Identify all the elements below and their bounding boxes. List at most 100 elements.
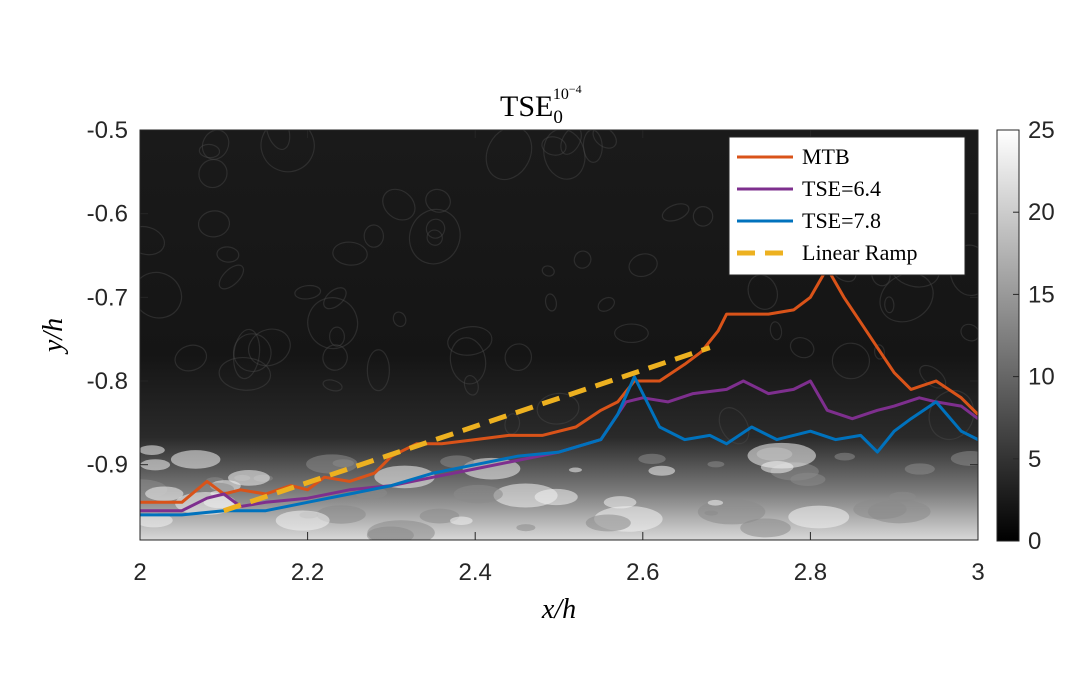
texture-blob — [367, 520, 435, 540]
series-line-mtb — [140, 266, 978, 504]
y-tick-label: -0.8 — [87, 368, 128, 395]
texture-swirl — [294, 284, 322, 300]
texture-swirl — [661, 203, 690, 222]
texture-blob — [140, 459, 171, 471]
colorbar-tick-label: 20 — [1028, 199, 1055, 226]
legend-label: TSE=6.4 — [802, 176, 881, 201]
texture-swirl — [426, 229, 443, 246]
x-tick-label: 2.6 — [626, 559, 659, 586]
texture-blob — [175, 491, 237, 515]
texture-blob — [516, 524, 536, 532]
texture-swirl — [216, 246, 240, 263]
texture-blob — [788, 505, 850, 529]
x-tick-label: 3 — [971, 559, 984, 586]
texture-swirl — [382, 188, 416, 221]
y-tick-label: -0.6 — [87, 201, 128, 228]
texture-swirl — [233, 328, 261, 380]
texture-blob — [140, 513, 173, 528]
texture-blob — [227, 470, 270, 486]
texture-swirl — [447, 326, 493, 356]
colorbar-tick-label: 10 — [1028, 364, 1055, 391]
texture-swirl — [573, 250, 592, 269]
texture-blob — [834, 452, 855, 461]
chart-title-superscript-exponent: −4 — [569, 82, 582, 96]
texture-blob — [419, 508, 460, 524]
texture-blob — [450, 516, 473, 525]
texture-blob — [140, 445, 165, 455]
plot-frame — [139, 129, 979, 541]
texture-blob — [904, 463, 935, 475]
chart-title: TSE0 10−4 — [500, 82, 582, 128]
texture-blob — [888, 491, 917, 502]
texture-swirl — [747, 274, 779, 310]
texture-blob — [747, 442, 816, 469]
colorbar-tick-label: 25 — [1028, 117, 1055, 144]
texture-swirl — [328, 326, 345, 347]
y-ticks: -0.5 -0.6 -0.7 -0.8 -0.9 — [87, 117, 978, 479]
texture-blob — [453, 484, 503, 504]
texture-swirl — [463, 374, 479, 396]
series-layer — [140, 266, 978, 517]
texture-blob — [853, 499, 907, 520]
texture-swirl — [560, 130, 582, 155]
texture-swirl — [449, 337, 487, 385]
texture-swirl — [201, 130, 230, 160]
texture-swirl — [789, 337, 815, 359]
texture-blob — [950, 451, 978, 466]
x-axis-label: x/h — [541, 594, 576, 625]
texture-swirl — [197, 210, 231, 238]
series-line-tse-7-8 — [140, 375, 978, 517]
texture-blob — [332, 459, 354, 468]
texture-blob — [585, 514, 631, 532]
colorbar: 0 5 10 15 20 25 — [996, 117, 1055, 555]
texture-swirl — [541, 136, 567, 156]
y-tick-label: -0.5 — [87, 117, 128, 144]
texture-swirl — [873, 344, 885, 360]
texture-swirl — [543, 130, 586, 180]
texture-blob — [493, 483, 558, 508]
texture-swirl — [628, 253, 658, 278]
y-tick-label: -0.7 — [87, 284, 128, 311]
y-tick-label: -0.9 — [87, 452, 128, 479]
x-tick-label: 2 — [133, 559, 146, 586]
texture-swirl — [879, 272, 934, 323]
texture-blob — [170, 450, 221, 469]
texture-swirl — [425, 218, 446, 239]
series-line-tse-6-4 — [140, 379, 978, 513]
texture-swirl — [425, 188, 451, 213]
texture-swirl — [392, 311, 407, 328]
texture-blob — [648, 465, 676, 476]
y-axis-label: y/h — [38, 318, 69, 355]
texture-swirl — [218, 264, 245, 290]
chart-title-subscript: 0 — [553, 107, 563, 128]
colorbar-gradient — [996, 129, 1020, 542]
texture-blob — [275, 510, 330, 531]
texture-swirl — [247, 328, 291, 367]
texture-swirl — [174, 344, 208, 372]
colorbar-tick-label: 5 — [1028, 446, 1041, 473]
texture-blob — [145, 486, 184, 501]
x-tick-label: 2.2 — [291, 559, 324, 586]
texture-blob — [603, 496, 637, 509]
texture-swirl — [218, 356, 272, 391]
texture-swirl — [260, 130, 315, 173]
chart-title-main: TSE — [500, 90, 553, 123]
texture-swirl — [485, 130, 533, 181]
texture-swirl — [408, 208, 461, 265]
legend-label: TSE=7.8 — [802, 208, 881, 233]
texture-swirl — [322, 379, 343, 392]
texture-blob — [707, 461, 725, 468]
texture-swirl — [363, 224, 385, 248]
colorbar-tick-label: 15 — [1028, 281, 1055, 308]
texture-swirl — [536, 392, 580, 425]
texture-swirl — [323, 287, 347, 310]
legend-label: MTB — [802, 144, 850, 169]
texture-swirl — [718, 407, 750, 445]
texture-swirl — [322, 344, 348, 371]
texture-blob — [374, 465, 435, 489]
texture-blob — [638, 453, 666, 465]
legend-label: Linear Ramp — [802, 240, 917, 265]
texture-swirl — [692, 206, 714, 227]
texture-swirl — [769, 321, 783, 341]
